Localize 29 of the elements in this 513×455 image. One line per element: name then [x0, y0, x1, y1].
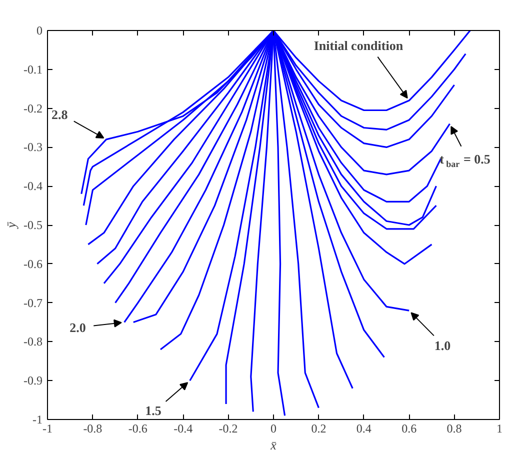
x-tick-label: 0.6 — [402, 422, 417, 436]
y-tick-label: -0.6 — [24, 256, 43, 271]
y-tick-label: -0.3 — [24, 140, 43, 154]
y-tick-label: -0.5 — [24, 218, 43, 232]
y-tick-label: -1 — [32, 412, 43, 426]
x-tick-label: -0.2 — [218, 422, 238, 436]
x-tick-label: -0.4 — [174, 422, 193, 436]
y-tick-label: -0.9 — [24, 374, 43, 388]
x-tick-label: 0.2 — [311, 422, 326, 436]
annotation: Initial condition — [314, 38, 404, 54]
y-tick-label: 0 — [36, 24, 42, 38]
x-tick-label: 1 — [496, 422, 502, 436]
annotation: 2.8 — [52, 106, 68, 122]
annotation: 1.5 — [145, 403, 162, 418]
y-tick-label: -0.7 — [24, 296, 43, 310]
x-tick-label: -0.6 — [128, 422, 148, 436]
x-tick-label: 0.4 — [356, 422, 372, 436]
x-tick-label: -1 — [42, 422, 52, 436]
y-tick-label: -0.2 — [24, 101, 43, 116]
x-tick-label: 0.8 — [446, 422, 462, 436]
x-tick-label: -0.8 — [83, 422, 102, 436]
annotation: 2.0 — [70, 320, 86, 335]
x-tick-label: 0 — [270, 422, 276, 436]
y-tick-label: -0.1 — [24, 62, 43, 76]
y-axis-title: ȳ — [4, 222, 19, 230]
annotation: 1.0 — [434, 338, 451, 354]
y-tick-label: -0.4 — [24, 179, 43, 194]
y-tick-label: -0.8 — [24, 334, 43, 349]
x-axis-title: x̄ — [270, 438, 277, 452]
